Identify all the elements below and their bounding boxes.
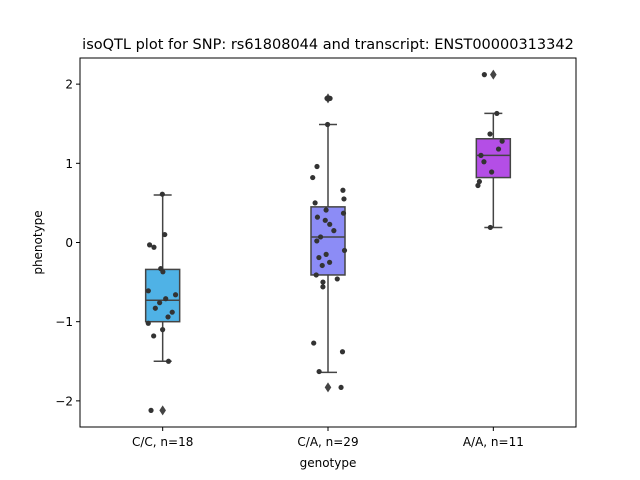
- x-tick-label: C/C, n=18: [132, 435, 193, 449]
- y-axis-label: phenotype: [31, 210, 45, 274]
- data-point: [316, 368, 322, 375]
- data-point: [160, 269, 166, 275]
- data-point: [165, 314, 171, 320]
- data-point: [487, 224, 493, 231]
- outlier-marker: [159, 405, 166, 416]
- data-point: [475, 182, 481, 189]
- data-point: [499, 138, 505, 144]
- data-point: [146, 242, 153, 248]
- y-tick-label: 2: [65, 78, 73, 92]
- x-tick-label: A/A, n=11: [463, 435, 524, 449]
- data-point: [478, 152, 484, 158]
- data-point: [319, 262, 325, 269]
- data-point: [310, 174, 316, 181]
- data-point: [324, 95, 330, 101]
- data-point: [320, 284, 326, 290]
- data-point: [151, 244, 157, 250]
- data-point: [148, 407, 154, 413]
- data-point: [316, 254, 322, 261]
- data-point: [314, 163, 320, 170]
- data-point: [145, 288, 151, 294]
- y-axis: −2 −1 0 1 2: [55, 78, 80, 408]
- x-axis: C/C, n=18 C/A, n=29 A/A, n=11: [132, 427, 524, 449]
- data-point: [340, 187, 346, 193]
- y-tick-label: −2: [55, 394, 73, 408]
- data-point: [340, 210, 347, 216]
- data-point: [494, 110, 500, 117]
- x-axis-label: genotype: [300, 456, 357, 470]
- data-point: [172, 292, 179, 298]
- y-tick-label: −1: [55, 315, 73, 329]
- data-point: [327, 221, 333, 227]
- data-point: [159, 191, 165, 197]
- data-point: [311, 340, 317, 346]
- data-point: [331, 228, 337, 234]
- data-point: [339, 349, 346, 355]
- data-point: [338, 384, 344, 391]
- outlier-marker: [490, 69, 497, 80]
- x-tick-label: C/A, n=29: [297, 435, 358, 449]
- data-point: [481, 159, 487, 165]
- data-point: [476, 178, 482, 185]
- data-point: [495, 146, 502, 152]
- data-point: [487, 131, 493, 137]
- data-point: [151, 333, 157, 339]
- data-point: [326, 259, 333, 265]
- data-point: [312, 200, 318, 206]
- data-point: [489, 169, 495, 175]
- data-point: [162, 231, 168, 238]
- data-point: [157, 300, 163, 306]
- data-point: [313, 272, 319, 278]
- data-point: [169, 309, 175, 315]
- data-point: [163, 296, 169, 302]
- data-point: [314, 238, 320, 244]
- data-point: [481, 72, 487, 78]
- data-point: [160, 327, 166, 333]
- data-point: [341, 247, 348, 254]
- y-tick-label: 0: [65, 236, 73, 250]
- data-point: [334, 276, 340, 282]
- y-tick-label: 1: [65, 157, 73, 171]
- data-point: [165, 358, 172, 364]
- data-point: [323, 207, 329, 213]
- data-point: [145, 320, 151, 326]
- data-point: [152, 305, 158, 311]
- data-point: [322, 217, 328, 223]
- plot-area: [144, 69, 512, 416]
- outlier-marker: [324, 382, 332, 393]
- data-point: [341, 196, 347, 202]
- chart-title: isoQTL plot for SNP: rs61808044 and tran…: [82, 37, 574, 53]
- data-point: [320, 279, 326, 285]
- data-point: [314, 214, 321, 220]
- data-point: [324, 121, 331, 128]
- data-point: [323, 251, 329, 257]
- data-point: [317, 234, 324, 240]
